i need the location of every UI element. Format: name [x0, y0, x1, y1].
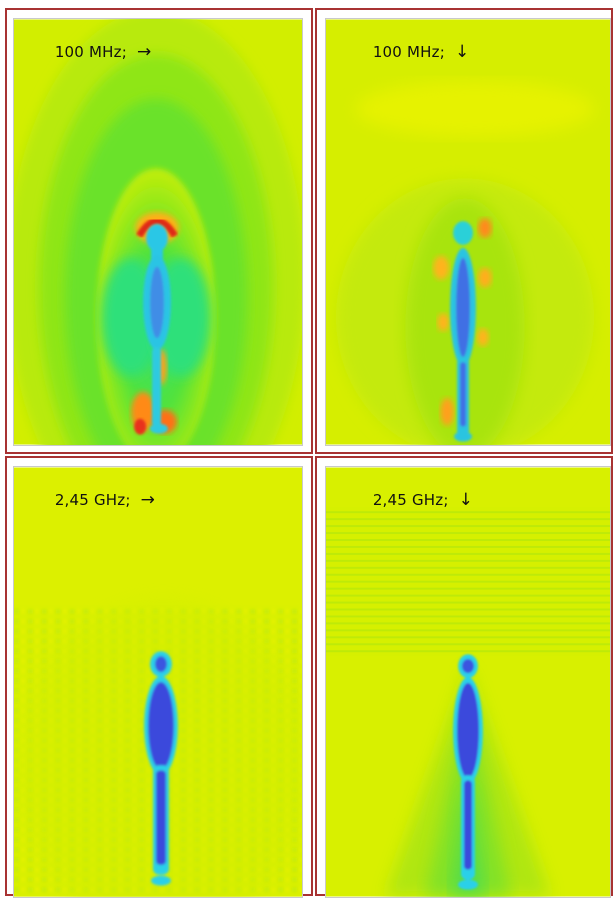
field-map-image — [326, 19, 610, 445]
panel-label: 100 MHz; ↓ — [343, 24, 469, 80]
field-map — [13, 18, 303, 446]
arrow-down-icon: ↓ — [458, 490, 474, 510]
field-map-image — [14, 19, 302, 445]
field-map — [325, 466, 611, 898]
frequency-label: 2,45 GHz; — [372, 491, 449, 509]
frequency-label: 100 MHz; — [54, 43, 127, 61]
field-map — [325, 18, 611, 446]
arrow-down-icon: ↓ — [454, 42, 470, 62]
field-map — [13, 466, 303, 898]
panel-100mhz-horizontal: 100 MHz; → — [5, 8, 313, 454]
panel-2-45ghz-horizontal: 2,45 GHz; → — [5, 456, 313, 898]
panel-label: 2,45 GHz; ↓ — [343, 472, 473, 528]
frequency-label: 2,45 GHz; — [54, 491, 131, 509]
panel-label: 100 MHz; → — [25, 24, 151, 80]
field-map-image — [14, 467, 302, 897]
frequency-label: 100 MHz; — [372, 43, 445, 61]
panel-100mhz-vertical: 100 MHz; ↓ — [315, 8, 613, 454]
arrow-right-icon: → — [140, 490, 156, 510]
panel-2-45ghz-vertical: 2,45 GHz; ↓ — [315, 456, 613, 898]
arrow-right-icon: → — [136, 42, 152, 62]
field-map-image — [326, 467, 610, 897]
panel-label: 2,45 GHz; → — [25, 472, 155, 528]
